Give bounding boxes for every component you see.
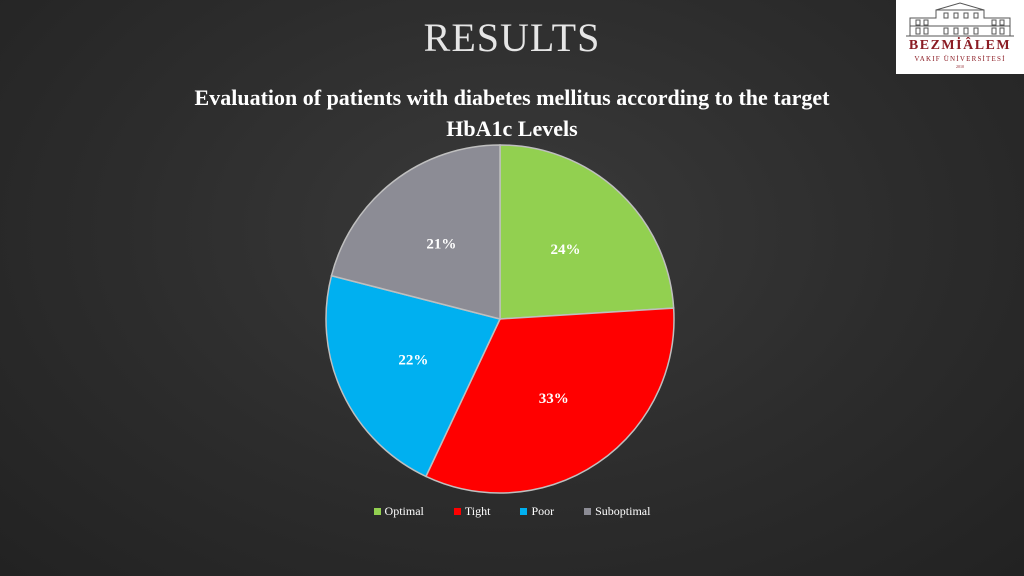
legend-label: Optimal: [384, 504, 424, 518]
data-label-optimal: 24%: [551, 242, 581, 258]
logo-name: BEZMİÂLEM: [908, 38, 1012, 53]
data-label-suboptimal: 21%: [426, 236, 456, 252]
chart-title: Evaluation of patients with diabetes mel…: [112, 82, 912, 144]
legend-label: Suboptimal: [595, 504, 651, 518]
legend-swatch: [584, 508, 592, 515]
pie-slice-optimal: [499, 144, 675, 320]
legend-swatch: [373, 508, 381, 515]
slide-title: RESULTS: [423, 15, 601, 60]
building-icon: [906, 2, 1014, 37]
legend-item-optimal: Optimal: [373, 504, 424, 519]
pie-slice-suboptimal: [330, 144, 501, 320]
legend-item-suboptimal: Suboptimal: [584, 504, 650, 519]
chart-title-line-2: HbA1c Levels: [446, 116, 578, 141]
data-label-poor: 22%: [398, 353, 428, 369]
data-label-tight: 33%: [539, 391, 569, 407]
chart-title-line-1: Evaluation of patients with diabetes mel…: [194, 85, 830, 110]
legend-label: Poor: [531, 504, 555, 518]
pie-slice-poor: [325, 274, 502, 478]
legend-item-tight: Tight: [453, 504, 491, 519]
university-logo: BEZMİÂLEM VAKIF ÜNİVERSİTESİ 2010: [896, 0, 1024, 74]
logo-subname: VAKIF ÜNİVERSİTESİ: [914, 55, 1006, 63]
legend-item-poor: Poor: [520, 504, 554, 519]
legend-swatch: [453, 508, 461, 515]
legend-label: Tight: [464, 504, 491, 518]
logo-year: 2010: [956, 64, 964, 69]
chart-legend: Optimal Tight Poor Suboptimal: [0, 504, 1024, 519]
pie-slice-tight: [424, 307, 675, 494]
legend-swatch: [520, 508, 528, 515]
